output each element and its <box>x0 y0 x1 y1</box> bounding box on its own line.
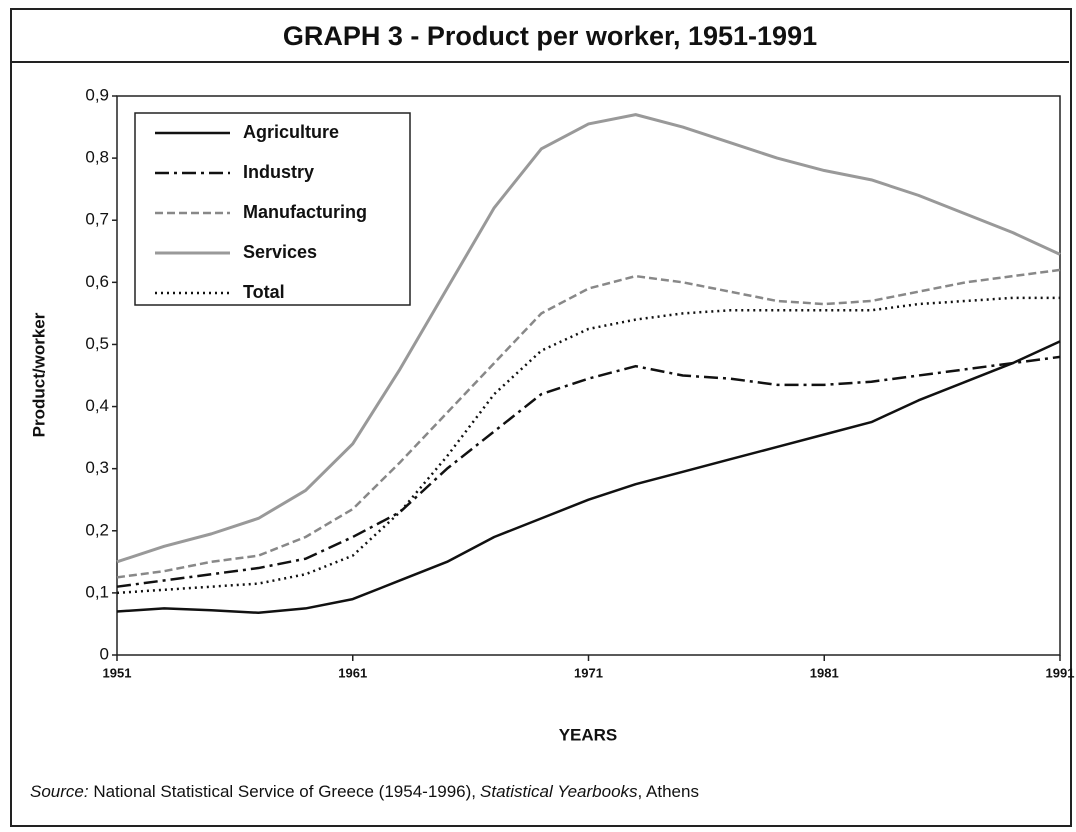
y-tick-label: 0 <box>100 644 109 663</box>
x-tick-label: 1961 <box>338 665 367 680</box>
source-text: National Statistical Service of Greece (… <box>93 782 477 801</box>
x-tick-label: 1951 <box>103 665 132 680</box>
x-tick-label: 1971 <box>574 665 603 680</box>
series-line <box>116 355 1061 588</box>
chart-title: GRAPH 3 - Product per worker, 1951-1991 <box>283 21 817 51</box>
series-line <box>116 113 1061 564</box>
x-tick-label: 1991 <box>1046 665 1075 680</box>
y-axis-label: Product/worker <box>29 312 48 437</box>
x-tick-label: 1981 <box>810 665 839 680</box>
source-title: Statistical Yearbooks <box>480 782 638 801</box>
source-place: , Athens <box>637 782 699 801</box>
legend-label: Services <box>243 242 317 262</box>
legend-label: Agriculture <box>243 122 339 142</box>
legend-label: Manufacturing <box>243 202 367 222</box>
legend-label: Industry <box>243 162 314 182</box>
y-tick-label: 0,6 <box>85 272 109 291</box>
series-line <box>116 268 1061 579</box>
y-tick-label: 0,1 <box>85 582 109 601</box>
y-tick-label: 0,8 <box>85 148 109 167</box>
y-tick-label: 0,2 <box>85 520 109 539</box>
legend-label: Total <box>243 282 285 302</box>
y-tick-label: 0,5 <box>85 334 109 353</box>
y-tick-label: 0,4 <box>85 396 109 415</box>
y-tick-label: 0,3 <box>85 458 109 477</box>
x-axis-label: YEARS <box>559 725 618 744</box>
y-tick-label: 0,9 <box>85 85 109 104</box>
series-line <box>116 340 1061 615</box>
legend-box <box>134 112 411 306</box>
frame <box>10 8 1072 827</box>
source: Source: National Statistical Service of … <box>30 782 703 802</box>
source-label: Source: <box>30 782 89 801</box>
y-tick-label: 0,7 <box>85 210 109 229</box>
series-line <box>116 296 1060 595</box>
